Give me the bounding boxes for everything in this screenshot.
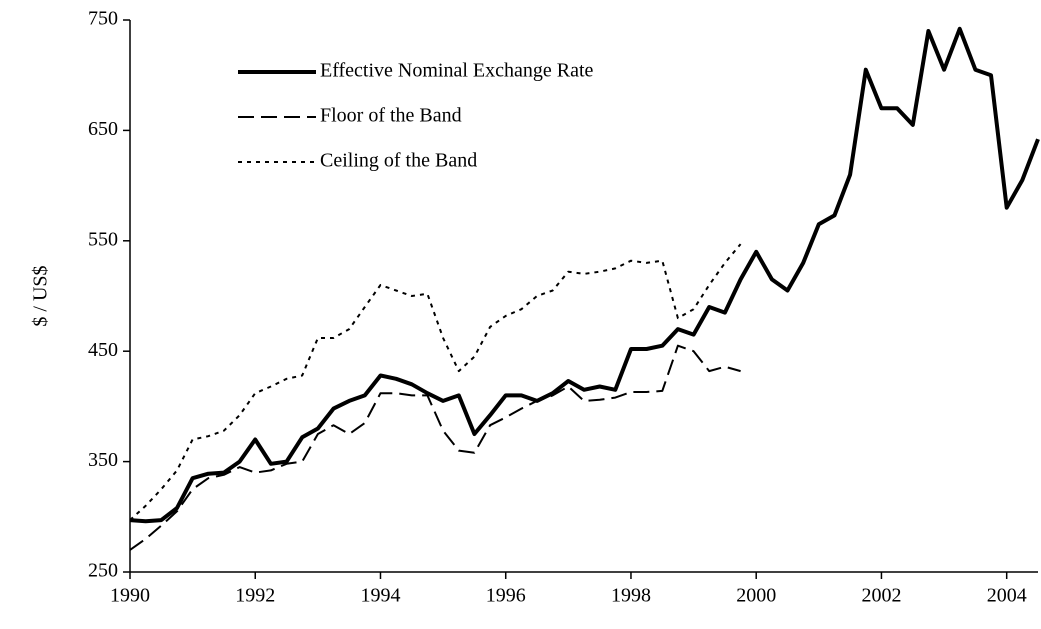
series-line [129,26,1040,524]
y-tick-label: 650 [88,118,118,140]
y-axis-label: $ / US$ [30,265,52,326]
x-tick-label: 1992 [235,585,275,607]
y-tick-label: 750 [88,8,118,30]
x-tick-label: 1990 [110,585,150,607]
x-tick-label: 2004 [987,585,1027,607]
y-tick-label: 550 [88,228,118,250]
x-tick-label: 1994 [360,585,400,607]
legend-label: Effective Nominal Exchange Rate [320,60,594,82]
y-tick-label: 250 [88,560,118,582]
legend-label: Ceiling of the Band [320,150,477,172]
y-tick-label: 350 [88,449,118,471]
series-line [129,243,742,521]
x-tick-label: 1998 [611,585,651,607]
x-tick-label: 2000 [736,585,776,607]
legend-label: Floor of the Band [320,105,462,127]
series-line [129,344,741,551]
x-tick-label: 2002 [861,585,901,607]
x-tick-label: 1996 [486,585,526,607]
y-tick-label: 450 [88,339,118,361]
